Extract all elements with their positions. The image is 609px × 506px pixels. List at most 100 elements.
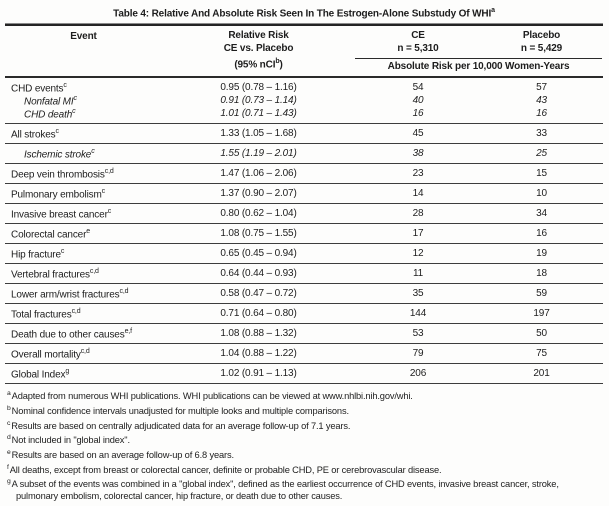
relative-risk-cell: 0.58 (0.47 – 0.72) — [220, 288, 297, 300]
placebo-cell: 10 — [536, 188, 547, 200]
column-header-relative-risk: Relative Risk CE vs. Placebo (95% nCIb) — [162, 29, 355, 76]
event-cell: Death due to other causese,f — [11, 327, 132, 340]
table-row-overall-mortality: Overall mortalityc,d 1.04 (0.88 – 1.22) … — [5, 344, 603, 365]
table-body: CHD eventsc 0.95 (0.78 – 1.16) 54 57 Non… — [5, 78, 603, 385]
table-row-global-index: Global Indexg 1.02 (0.91 – 1.13) 206 201 — [5, 364, 603, 385]
relative-risk-cell: 1.02 (0.91 – 1.13) — [220, 368, 297, 380]
table-row-pulmonary-embolism: Pulmonary embolismc 1.37 (0.90 – 2.07) 1… — [5, 184, 603, 205]
column-header-arms: CE n = 5,310 Placebo n = 5,429 Absolute … — [355, 29, 602, 76]
placebo-cell: 50 — [536, 328, 547, 340]
table-row-lower-arm-wrist-fractures: Lower arm/wrist fracturesc,d 0.58 (0.47 … — [5, 284, 603, 305]
footnote-d: dNot included in "global index". — [7, 434, 130, 446]
event-cell: All strokesc — [11, 127, 59, 140]
column-header-absolute-risk: Absolute Risk per 10,000 Women-Years — [387, 61, 570, 73]
ce-cell: 11 — [412, 268, 424, 280]
table-title: Table 4: Relative And Absolute Risk Seen… — [5, 4, 603, 23]
event-cell: Invasive breast cancerc — [11, 207, 112, 220]
ce-cell: 206 — [409, 368, 427, 380]
relative-risk-cell: 0.64 (0.44 – 0.93) — [220, 268, 297, 280]
footnotes-section: aAdapted from numerous WHI publications.… — [5, 384, 603, 502]
table-row: Death due to other causese,f 1.08 (0.88 … — [5, 327, 603, 340]
event-cell: Deep vein thrombosisc,d — [11, 167, 114, 180]
relative-risk-cell: 1.37 (0.90 – 2.07) — [220, 188, 297, 200]
placebo-cell: 57 — [536, 82, 547, 94]
relative-risk-cell: 0.71 (0.64 – 0.80) — [220, 308, 297, 320]
footnote-b: bNominal confidence intervals unadjusted… — [7, 405, 349, 417]
relative-risk-cell: 0.91 (0.73 – 1.14) — [220, 95, 297, 107]
ce-cell: 35 — [412, 288, 424, 300]
table-row: CHD deathc 1.01 (0.71 – 1.43) 16 16 — [5, 107, 603, 120]
relative-risk-line3: (95% nCIb) — [234, 58, 283, 71]
event-cell: Vertebral fracturesc,d — [11, 267, 99, 280]
footnote-f: fAll deaths, except from breast or color… — [7, 463, 442, 475]
ce-cell: 53 — [412, 328, 424, 340]
table-row: All strokesc 1.33 (1.05 – 1.68) 45 33 — [5, 127, 603, 140]
ce-cell: 17 — [412, 228, 424, 240]
table-row: Hip fracturec 0.65 (0.45 – 0.94) 12 19 — [5, 247, 603, 260]
relative-risk-cell: 1.33 (1.05 – 1.68) — [220, 128, 297, 140]
event-cell: CHD deathc — [24, 107, 76, 120]
placebo-cell: 33 — [536, 128, 547, 140]
relative-risk-cell: 1.08 (0.75 – 1.55) — [220, 228, 297, 240]
footnote-c: cResults are based on centrally adjudica… — [7, 419, 351, 431]
placebo-cell: 43 — [536, 95, 547, 107]
table-row: Total fracturesc,d 0.71 (0.64 – 0.80) 14… — [5, 307, 603, 320]
event-cell: Nonfatal MIc — [24, 94, 77, 107]
event-cell: Colorectal cancere — [11, 227, 91, 240]
relative-risk-cell: 0.80 (0.62 – 1.04) — [220, 208, 297, 220]
table-row: Overall mortalityc,d 1.04 (0.88 – 1.22) … — [5, 347, 603, 360]
table-row-all-strokes: All strokesc 1.33 (1.05 – 1.68) 45 33 — [5, 124, 603, 145]
table-row-dvt: Deep vein thrombosisc,d 1.47 (1.06 – 2.0… — [5, 164, 603, 185]
table-row-death-other-causes: Death due to other causese,f 1.08 (0.88 … — [5, 324, 603, 345]
table-row-invasive-breast-cancer: Invasive breast cancerc 0.80 (0.62 – 1.0… — [5, 204, 603, 225]
column-header-event: Event — [70, 31, 97, 43]
event-cell: Pulmonary embolismc — [11, 187, 106, 200]
ce-cell: 28 — [412, 208, 424, 220]
table-row: Deep vein thrombosisc,d 1.47 (1.06 – 2.0… — [5, 167, 603, 180]
placebo-cell: 201 — [533, 368, 550, 380]
relative-risk-cell: 0.65 (0.45 – 0.94) — [220, 248, 297, 260]
event-cell: Lower arm/wrist fracturesc,d — [11, 287, 129, 300]
table-row: Vertebral fracturesc,d 0.64 (0.44 – 0.93… — [5, 267, 603, 280]
table-row: Invasive breast cancerc 0.80 (0.62 – 1.0… — [5, 207, 603, 220]
table-row: Pulmonary embolismc 1.37 (0.90 – 2.07) 1… — [5, 187, 603, 200]
table-row-colorectal-cancer: Colorectal cancere 1.08 (0.75 – 1.55) 17… — [5, 224, 603, 245]
column-header-ce: CE n = 5,310 — [355, 29, 481, 55]
relative-risk-cell: 1.47 (1.06 – 2.06) — [220, 168, 297, 180]
event-cell: Overall mortalityc,d — [11, 347, 90, 360]
relative-risk-cell: 1.04 (0.88 – 1.22) — [220, 348, 297, 360]
ce-cell: 45 — [412, 128, 424, 140]
placebo-sample-size: n = 5,429 — [520, 43, 563, 55]
event-cell: Ischemic strokec — [24, 147, 95, 160]
ce-cell: 12 — [412, 248, 424, 260]
table-row: Ischemic strokec 1.55 (1.19 – 2.01) 38 2… — [5, 147, 603, 160]
table-title-text: Table 4: Relative And Absolute Risk Seen… — [113, 8, 492, 20]
column-header-placebo: Placebo n = 5,429 — [481, 29, 602, 55]
ce-cell: 14 — [412, 188, 424, 200]
table-row: Colorectal cancere 1.08 (0.75 – 1.55) 17… — [5, 227, 603, 240]
placebo-cell: 18 — [536, 268, 547, 280]
relative-risk-line1: Relative Risk — [228, 30, 289, 42]
placebo-cell: 15 — [536, 168, 547, 180]
table-row: Lower arm/wrist fracturesc,d 0.58 (0.47 … — [5, 287, 603, 300]
footnote-a: aAdapted from numerous WHI publications.… — [7, 390, 413, 402]
ce-cell: 79 — [412, 348, 424, 360]
placebo-cell: 34 — [536, 208, 547, 220]
placebo-cell: 197 — [533, 308, 550, 320]
relative-risk-line2: CE vs. Placebo — [223, 43, 294, 55]
table-row-total-fractures: Total fracturesc,d 0.71 (0.64 – 0.80) 14… — [5, 304, 603, 325]
ce-sample-size: n = 5,310 — [397, 43, 439, 55]
nci-footnote-marker: b — [275, 58, 280, 66]
table-row-ischemic-stroke: Ischemic strokec 1.55 (1.19 – 2.01) 38 2… — [5, 144, 603, 165]
table-row-vertebral-fractures: Vertebral fracturesc,d 0.64 (0.44 – 0.93… — [5, 264, 603, 285]
table-header: Event Relative Risk CE vs. Placebo (95% … — [5, 26, 603, 79]
relative-risk-cell: 1.55 (1.19 – 2.01) — [220, 148, 297, 160]
event-cell: Total fracturesc,d — [11, 307, 81, 320]
relative-risk-cell: 0.95 (0.78 – 1.16) — [220, 82, 297, 94]
placebo-cell: 75 — [536, 348, 547, 360]
ce-cell: 40 — [412, 95, 424, 107]
placebo-cell: 16 — [536, 108, 547, 120]
event-cell: Global Indexg — [11, 367, 70, 380]
ce-cell: 38 — [412, 148, 424, 160]
